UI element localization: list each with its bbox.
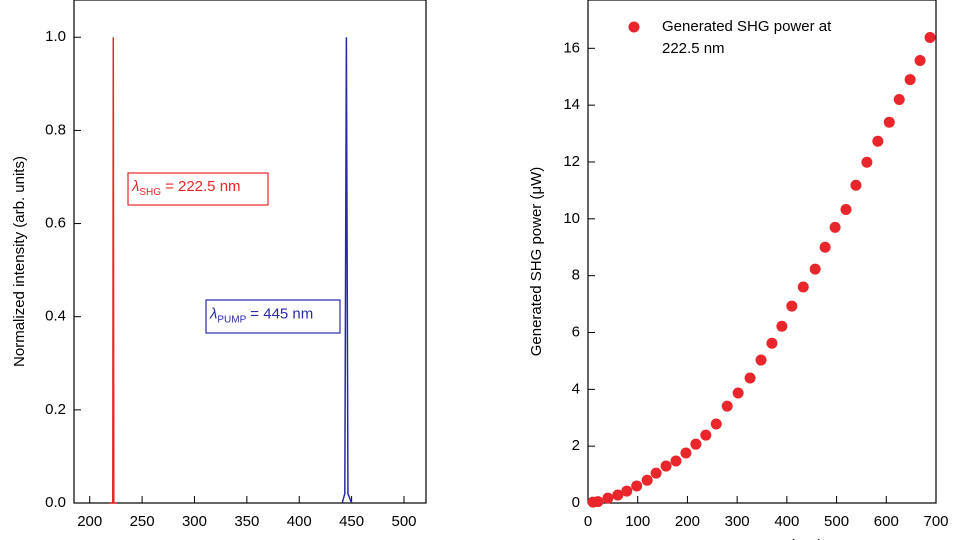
data-point: [861, 156, 873, 168]
plot-frame: [73, 0, 427, 504]
data-point: [883, 116, 895, 128]
data-point: [797, 281, 809, 293]
x-tick-label: 700: [923, 513, 948, 530]
data-point: [721, 400, 733, 412]
annotation: λSHG = 222.5 nm: [131, 178, 241, 198]
data-point: [904, 74, 916, 86]
data-point: [786, 300, 798, 312]
data-point: [650, 467, 662, 479]
legend-marker: [628, 21, 640, 33]
data-point: [809, 263, 821, 275]
y-tick-label: 0: [572, 494, 580, 511]
annotation-box: [205, 299, 341, 334]
x-tick-label: 300: [182, 513, 207, 530]
data-point: [744, 372, 756, 384]
data-point: [700, 429, 712, 441]
x-tick-label: 300: [725, 513, 750, 530]
annotation-subscript: PUMP: [217, 314, 246, 325]
y-axis-label: Normalized intensity (arb. units): [11, 156, 28, 367]
data-point: [621, 485, 633, 497]
x-tick-label: 250: [130, 513, 155, 530]
annotation-symbol: λ: [131, 178, 139, 195]
data-point: [680, 447, 692, 459]
data-point: [670, 455, 682, 467]
y-tick-label: 6: [572, 323, 580, 340]
y-tick-label: 0.4: [45, 308, 66, 325]
y-tick-label: 12: [563, 153, 580, 170]
data-point: [872, 135, 884, 147]
data-point: [924, 32, 936, 44]
annotation-subscript: SHG: [139, 187, 161, 198]
annotation-box: [127, 172, 269, 206]
data-point: [766, 337, 778, 349]
x-tick-label: 0: [584, 513, 592, 530]
y-tick-label: 0.2: [45, 401, 66, 418]
plot-frame: [587, 0, 937, 504]
x-tick-label: 400: [774, 513, 799, 530]
y-tick-label: 4: [572, 380, 580, 397]
annotation-text: = 445 nm: [250, 305, 313, 322]
y-tick-label: 16: [563, 39, 580, 56]
data-point: [690, 438, 702, 450]
data-point: [819, 241, 831, 253]
data-point: [893, 93, 905, 105]
y-tick-label: 0.6: [45, 215, 66, 232]
y-tick-label: 10: [563, 210, 580, 227]
y-axis-label: Generated SHG power (μW): [528, 167, 545, 357]
x-tick-label: 400: [287, 513, 312, 530]
x-tick-label: 200: [675, 513, 700, 530]
data-point: [776, 320, 788, 332]
x-axis-label: Pump power (μW): [701, 537, 822, 540]
y-tick-label: 0.8: [45, 121, 66, 138]
data-point: [732, 387, 744, 399]
x-tick-label: 600: [874, 513, 899, 530]
legend-label: Generated SHG power at 222.5 nm: [662, 18, 832, 57]
x-tick-label: 500: [391, 513, 416, 530]
data-point: [840, 203, 852, 215]
y-tick-label: 0.0: [45, 494, 66, 511]
y-tick-label: 1.0: [45, 28, 66, 45]
x-tick-label: 100: [625, 513, 650, 530]
data-point: [710, 418, 722, 430]
spectrum-line: [341, 37, 353, 504]
y-tick-label: 2: [572, 437, 580, 454]
annotation-symbol: λ: [209, 305, 217, 322]
data-point: [602, 492, 614, 504]
data-point: [592, 496, 604, 508]
spectrum-line: [109, 37, 117, 504]
data-point: [612, 489, 624, 501]
y-tick-label: 8: [572, 267, 580, 284]
x-tick-label: 450: [339, 513, 364, 530]
x-tick-label: 200: [77, 513, 102, 530]
data-point: [631, 480, 643, 492]
x-tick-label: 350: [234, 513, 259, 530]
data-point: [755, 354, 767, 366]
x-tick-label: 500: [824, 513, 849, 530]
annotation-text: = 222.5 nm: [165, 178, 240, 195]
data-point: [660, 460, 672, 472]
data-point: [641, 474, 653, 486]
annotation: λPUMP = 445 nm: [209, 305, 313, 325]
y-tick-label: 14: [563, 96, 580, 113]
data-point: [914, 55, 926, 67]
data-point: [850, 179, 862, 191]
data-point: [829, 221, 841, 233]
